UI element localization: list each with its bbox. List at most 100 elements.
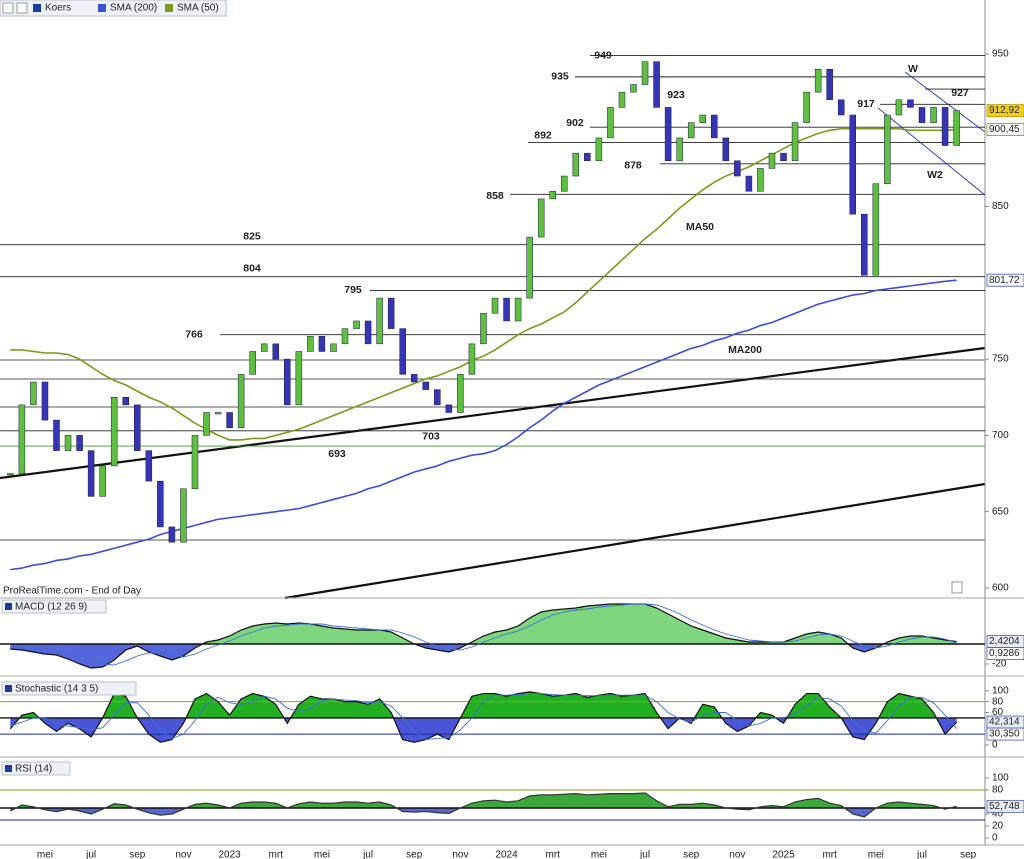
candle xyxy=(930,107,937,123)
level-label: 935 xyxy=(551,71,569,83)
level-label: 878 xyxy=(624,160,642,172)
value-tag: 42,314 xyxy=(989,717,1020,728)
candle xyxy=(353,320,360,329)
candle xyxy=(953,110,960,146)
value-tag: 30,350 xyxy=(989,729,1020,740)
x-tick-label: jul xyxy=(362,850,373,859)
candle xyxy=(826,69,833,101)
value-tag-box xyxy=(986,104,1024,117)
x-tick-label: mei xyxy=(314,850,330,859)
candle xyxy=(457,374,464,413)
candle xyxy=(861,213,868,276)
candle xyxy=(653,61,660,108)
x-tick-label: jul xyxy=(639,850,650,859)
x-tick-label: nov xyxy=(175,850,191,859)
candle xyxy=(757,168,764,192)
candle xyxy=(572,152,580,177)
channel-line xyxy=(877,107,986,196)
candle xyxy=(791,122,799,162)
x-tick-label: sep xyxy=(960,850,977,859)
candle xyxy=(849,114,857,215)
toolbar: Koers SMA (200) SMA (50) xyxy=(0,0,227,17)
candle xyxy=(399,328,406,375)
level-label: 825 xyxy=(243,230,261,242)
x-tick-label: mrt xyxy=(822,850,837,859)
candle xyxy=(687,122,695,139)
sma-line xyxy=(10,279,957,571)
candle xyxy=(676,137,683,162)
legend-label: SMA (200) xyxy=(110,3,157,14)
candle xyxy=(561,175,568,192)
candle xyxy=(780,152,787,162)
candle xyxy=(180,488,187,543)
candle xyxy=(157,480,164,528)
candle xyxy=(722,137,730,162)
candle xyxy=(318,335,326,352)
trend-lines xyxy=(0,71,986,600)
candle xyxy=(699,114,706,123)
source-note: ProRealTime.com - End of Day xyxy=(3,586,141,597)
candle xyxy=(7,473,14,476)
y-tick-label: 80 xyxy=(992,696,1004,707)
candle xyxy=(364,320,372,345)
indicator-line xyxy=(10,792,957,818)
x-tick-label: jul xyxy=(916,850,927,859)
panel-header-icon xyxy=(5,685,12,692)
candle xyxy=(191,435,199,490)
candle xyxy=(110,396,118,467)
candle xyxy=(168,526,176,543)
x-tick-label: mei xyxy=(868,850,884,859)
value-tag-box xyxy=(986,123,1024,136)
y-tick-label: 750 xyxy=(992,354,1009,365)
candle xyxy=(630,84,637,93)
y-tick-label: 0 xyxy=(992,833,998,844)
candle xyxy=(122,396,129,406)
candle xyxy=(895,99,903,116)
level-label: 949 xyxy=(594,49,612,61)
candle xyxy=(918,107,926,123)
annotation: W2 xyxy=(927,169,943,181)
candle xyxy=(64,435,72,451)
candle xyxy=(422,381,430,390)
y-tick-label: 80 xyxy=(992,785,1004,796)
value-tag-box xyxy=(986,273,1024,287)
x-tick-label: jul xyxy=(85,850,96,859)
value-tag: 900,45 xyxy=(989,124,1020,135)
candle xyxy=(941,107,949,146)
value-tag: 912,92 xyxy=(989,105,1020,116)
y-tick-label: 950 xyxy=(992,49,1009,60)
y-tick-label: 20 xyxy=(992,821,1004,832)
indicator-line xyxy=(10,693,957,741)
candle xyxy=(814,69,822,93)
candle xyxy=(260,343,268,352)
candle xyxy=(307,335,314,352)
x-tick-label: mei xyxy=(37,850,53,859)
level-label: 927 xyxy=(951,87,969,99)
indicator-line xyxy=(9,691,958,743)
candle xyxy=(768,152,776,169)
candle xyxy=(53,419,60,451)
candle xyxy=(503,297,510,322)
candle xyxy=(884,114,891,184)
value-tag-box xyxy=(986,799,1024,813)
level-label: 858 xyxy=(486,190,504,202)
y-tick-label: -20 xyxy=(992,659,1007,670)
value-tag: 0,9286 xyxy=(989,648,1020,659)
candle xyxy=(341,328,349,345)
button[interactable] xyxy=(2,2,14,14)
candle xyxy=(410,374,418,383)
candle xyxy=(607,107,614,139)
y-tick-label: 60 xyxy=(992,707,1004,718)
button[interactable] xyxy=(16,2,28,14)
info-icon[interactable] xyxy=(951,581,963,594)
panel-header-box xyxy=(1,681,137,696)
candle xyxy=(711,114,718,139)
channel-line xyxy=(904,71,986,133)
candle xyxy=(330,343,337,352)
x-tick-label: 2025 xyxy=(772,850,795,859)
candle xyxy=(295,351,303,406)
candle xyxy=(803,91,810,123)
candle xyxy=(549,191,556,200)
y-tick-label: 100 xyxy=(992,685,1009,696)
